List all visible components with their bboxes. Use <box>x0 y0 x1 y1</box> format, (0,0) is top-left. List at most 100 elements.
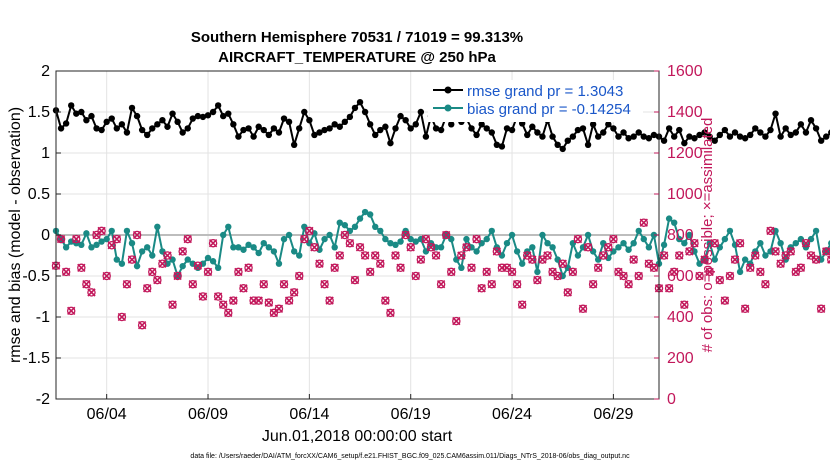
obs-possible-point <box>66 306 76 316</box>
data-point <box>676 126 683 134</box>
obs-assimilated-point <box>634 271 643 281</box>
data-point <box>240 246 247 253</box>
data-point <box>209 108 217 116</box>
obs-possible-point <box>533 275 542 285</box>
y-tick-label: -2 <box>36 391 50 408</box>
obs-assimilated-point <box>594 263 603 272</box>
y-tick-label: 2 <box>41 63 50 80</box>
obs-possible-point <box>345 238 355 248</box>
data-point <box>290 248 298 255</box>
data-point <box>214 102 222 109</box>
data-point <box>417 108 425 116</box>
obs-possible-point <box>426 243 436 252</box>
data-point <box>311 131 318 139</box>
obs-possible-point <box>477 284 486 293</box>
y-axis-label-right: # of obs: o=possible; ×=assimilated <box>699 118 716 353</box>
obs-possible-point <box>639 218 649 227</box>
data-point <box>752 125 759 132</box>
obs-possible-point <box>578 304 588 314</box>
obs-possible-point <box>183 234 192 244</box>
data-point <box>290 141 298 148</box>
data-point <box>650 231 658 239</box>
data-point <box>387 139 394 147</box>
y-right-tick-label: 1000 <box>667 186 703 203</box>
obs-possible-point <box>497 263 507 273</box>
legend-bias-label: bias grand pr = -0.14254 <box>467 101 631 118</box>
obs-possible-point <box>811 255 821 264</box>
obs-assimilated-point <box>300 234 309 244</box>
obs-assimilated-point <box>452 316 461 326</box>
obs-assimilated-point <box>244 263 253 272</box>
obs-assimilated-point <box>305 226 314 236</box>
obs-possible-point <box>350 275 360 285</box>
obs-assimilated-point <box>360 251 370 260</box>
obs-assimilated-point <box>740 304 750 313</box>
obs-possible-point <box>294 271 304 281</box>
data-point <box>336 219 343 226</box>
data-point <box>691 135 698 142</box>
obs-assimilated-point <box>127 255 137 264</box>
series-3 <box>51 218 830 330</box>
data-point <box>787 131 794 139</box>
obs-possible-point <box>370 251 380 260</box>
data-point <box>296 252 303 259</box>
obs-assimilated-point <box>670 267 679 277</box>
data-point <box>605 121 612 128</box>
obs-possible-point <box>528 255 537 264</box>
data-point <box>437 244 445 251</box>
data-point <box>437 126 445 134</box>
obs-possible-point <box>791 267 801 277</box>
data-point <box>473 248 480 255</box>
obs-possible-point <box>173 271 182 281</box>
obs-possible-point <box>806 251 816 260</box>
obs-possible-point <box>264 298 274 307</box>
data-point <box>493 141 501 148</box>
obs-possible-point <box>107 240 116 250</box>
x-tick-label: 06/04 <box>87 406 127 423</box>
obs-assimilated-point <box>553 271 562 281</box>
data-point <box>372 131 379 139</box>
obs-possible-point <box>507 267 517 277</box>
y-axis-label: rmse and bias (model - observation) <box>7 107 24 363</box>
data-point <box>113 125 121 132</box>
obs-possible-point <box>588 279 598 289</box>
obs-assimilated-point <box>675 251 684 260</box>
obs-assimilated-point <box>264 298 273 307</box>
data-point <box>782 125 789 132</box>
data-point <box>331 244 338 251</box>
data-point <box>113 256 121 263</box>
obs-assimilated-point <box>416 255 426 264</box>
obs-assimilated-point <box>431 251 441 260</box>
obs-assimilated-point <box>158 259 167 268</box>
x-tick-label: 06/09 <box>188 406 228 423</box>
obs-assimilated-point <box>355 243 365 252</box>
obs-possible-point <box>289 288 299 297</box>
data-point <box>524 131 531 139</box>
obs-assimilated-point <box>462 243 471 252</box>
data-point <box>341 221 349 229</box>
data-point <box>230 121 237 128</box>
data-point <box>255 249 262 257</box>
data-point <box>88 112 95 120</box>
obs-assimilated-point <box>801 239 811 248</box>
data-point <box>534 129 541 136</box>
obs-possible-point <box>543 251 552 260</box>
obs-possible-point <box>624 279 633 289</box>
data-point <box>412 238 419 245</box>
data-point <box>260 126 267 134</box>
data-point <box>463 235 470 243</box>
y-tick-label: -1 <box>36 309 50 326</box>
obs-assimilated-point <box>208 239 218 248</box>
data-point <box>676 235 683 243</box>
obs-possible-point <box>781 251 790 260</box>
obs-possible-point <box>61 267 71 277</box>
data-point <box>488 129 495 136</box>
data-point <box>78 241 85 249</box>
data-point <box>686 231 693 239</box>
obs-assimilated-point <box>325 296 334 305</box>
data-point <box>93 125 100 132</box>
obs-assimilated-point <box>406 243 415 252</box>
data-point <box>78 108 85 116</box>
data-point <box>660 137 668 144</box>
obs-possible-point <box>492 247 502 256</box>
